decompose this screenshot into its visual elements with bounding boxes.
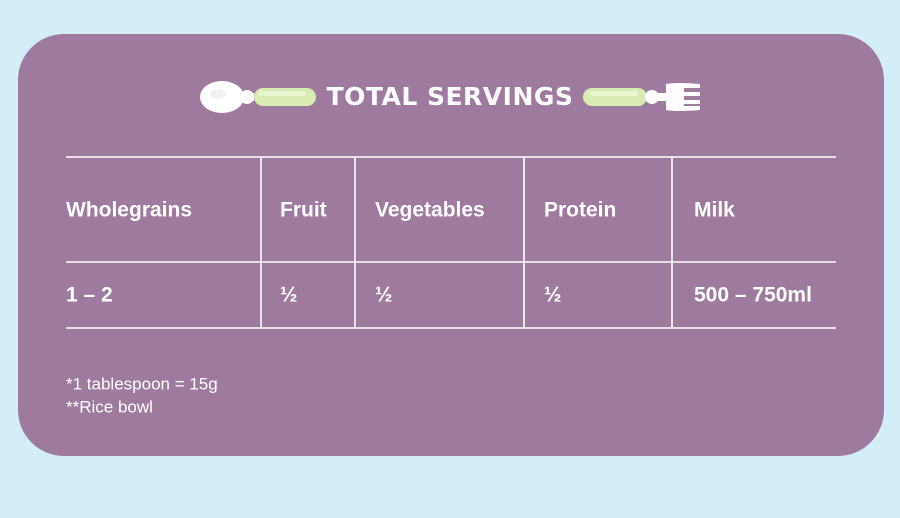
spoon-icon [200, 81, 316, 113]
footnote: **Rice bowl [66, 397, 153, 416]
footnote: *1 tablespoon = 15g [66, 374, 218, 393]
column-header: Milk [694, 199, 735, 222]
table-cell: ½ [375, 284, 393, 307]
column-header: Fruit [280, 199, 327, 222]
title: TOTAL SERVINGS [327, 82, 574, 111]
table-cell: 500 – 750ml [694, 284, 812, 307]
column-header: Wholegrains [66, 199, 192, 222]
column-header: Vegetables [375, 199, 485, 222]
fork-icon [583, 83, 700, 111]
table-cell: 1 – 2 [66, 284, 113, 307]
table-cell: ½ [280, 284, 298, 307]
column-header: Protein [544, 199, 616, 222]
table-grid [66, 156, 836, 329]
table-cell: ½ [544, 284, 562, 307]
card [18, 34, 884, 456]
